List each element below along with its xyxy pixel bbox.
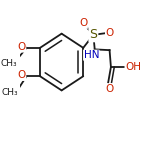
Text: CH₃: CH₃ xyxy=(0,59,17,68)
Text: O: O xyxy=(79,18,87,28)
Text: O: O xyxy=(18,42,26,52)
Text: S: S xyxy=(89,28,97,41)
Text: OH: OH xyxy=(125,62,141,72)
Text: O: O xyxy=(105,84,114,94)
Text: HN: HN xyxy=(84,50,99,60)
Text: O: O xyxy=(18,70,26,80)
Text: CH₃: CH₃ xyxy=(2,88,18,97)
Text: O: O xyxy=(106,28,114,38)
